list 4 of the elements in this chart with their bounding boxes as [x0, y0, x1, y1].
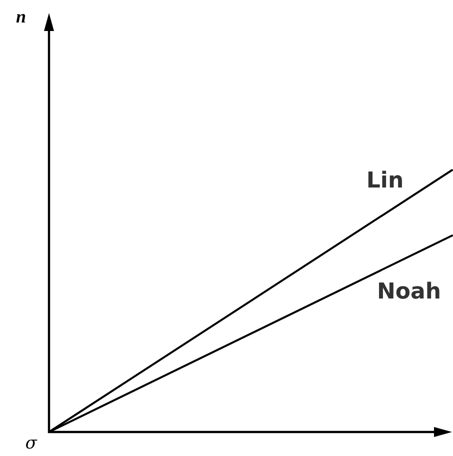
series-label: Noah [376, 279, 442, 304]
series-label: Lin [366, 168, 404, 194]
text: σ [25, 433, 38, 454]
text: n [16, 6, 26, 27]
